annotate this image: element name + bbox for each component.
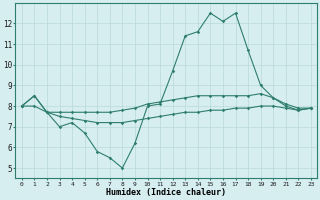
X-axis label: Humidex (Indice chaleur): Humidex (Indice chaleur): [106, 188, 226, 197]
